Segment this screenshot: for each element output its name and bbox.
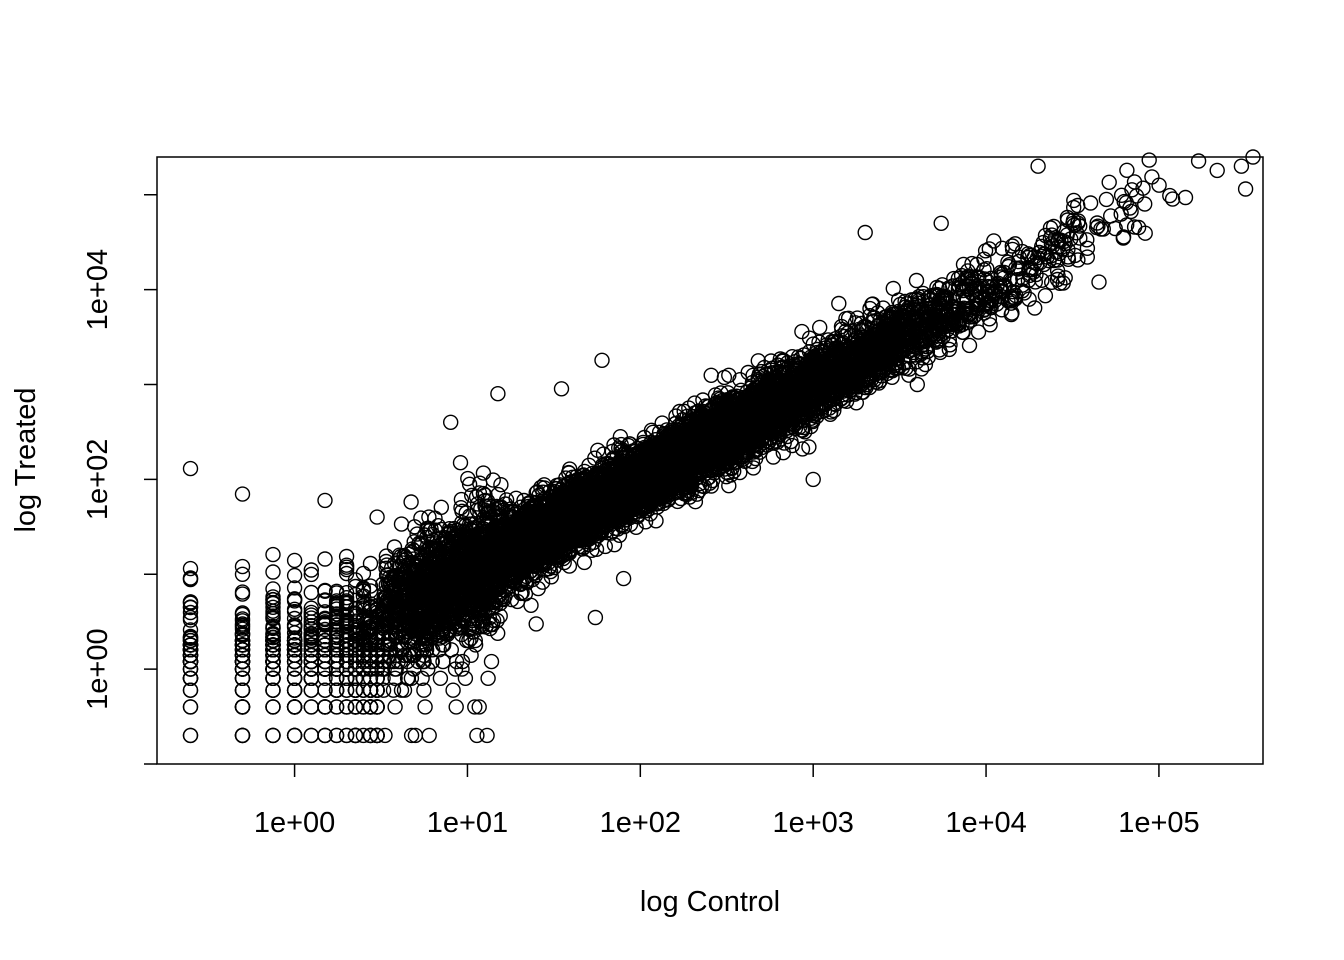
data-points bbox=[182, 149, 1261, 744]
data-point bbox=[265, 611, 281, 627]
data-point bbox=[433, 499, 449, 515]
data-point bbox=[961, 337, 978, 354]
data-point bbox=[1107, 220, 1123, 237]
data-point bbox=[286, 552, 303, 569]
data-point bbox=[377, 727, 393, 744]
data-point bbox=[703, 367, 719, 383]
data-point bbox=[265, 682, 281, 698]
data-point bbox=[485, 472, 501, 488]
data-point bbox=[182, 699, 199, 715]
data-point bbox=[1079, 249, 1096, 265]
data-point bbox=[265, 699, 281, 715]
data-point bbox=[467, 699, 483, 715]
data-point bbox=[182, 682, 199, 698]
data-point bbox=[721, 478, 737, 494]
data-point bbox=[391, 547, 408, 563]
data-point bbox=[286, 601, 303, 617]
data-point bbox=[1052, 275, 1068, 291]
data-point bbox=[831, 295, 847, 312]
data-point bbox=[453, 491, 470, 508]
data-point bbox=[328, 613, 345, 630]
data-point bbox=[362, 555, 379, 572]
data-point bbox=[234, 558, 251, 575]
data-point bbox=[590, 442, 606, 458]
data-point bbox=[1012, 260, 1028, 276]
data-point bbox=[1037, 288, 1054, 304]
data-point bbox=[317, 583, 333, 599]
data-point bbox=[399, 670, 416, 686]
data-point bbox=[182, 560, 199, 577]
data-point bbox=[430, 518, 446, 534]
plot-area-frame bbox=[156, 156, 1264, 765]
data-point bbox=[286, 625, 303, 641]
data-point bbox=[716, 369, 733, 386]
data-point bbox=[977, 243, 994, 259]
data-point bbox=[1136, 196, 1153, 212]
data-point bbox=[1141, 152, 1157, 168]
data-point bbox=[687, 494, 704, 510]
data-point bbox=[1066, 192, 1082, 209]
data-point bbox=[471, 699, 487, 715]
data-point bbox=[1115, 229, 1132, 245]
data-point bbox=[182, 604, 199, 621]
data-point bbox=[801, 439, 817, 455]
data-point bbox=[303, 562, 319, 578]
data-point bbox=[385, 682, 402, 698]
data-point bbox=[597, 538, 613, 555]
data-point bbox=[452, 455, 469, 471]
data-point bbox=[1151, 177, 1167, 193]
data-point bbox=[387, 670, 403, 686]
data-point bbox=[234, 606, 251, 623]
data-point bbox=[445, 682, 461, 698]
data-point bbox=[543, 569, 559, 585]
data-point bbox=[420, 661, 436, 677]
data-point bbox=[483, 653, 500, 670]
data-point bbox=[362, 727, 379, 744]
data-point bbox=[941, 341, 957, 358]
data-point bbox=[303, 584, 319, 601]
data-point bbox=[338, 699, 355, 715]
data-point bbox=[182, 622, 199, 638]
data-point bbox=[979, 261, 995, 277]
data-point bbox=[234, 584, 251, 600]
data-point bbox=[317, 551, 333, 567]
data-point bbox=[1237, 181, 1254, 197]
data-point bbox=[328, 699, 345, 715]
data-point bbox=[448, 699, 464, 715]
data-point bbox=[435, 653, 451, 670]
data-point bbox=[453, 500, 469, 516]
data-point bbox=[469, 727, 485, 744]
